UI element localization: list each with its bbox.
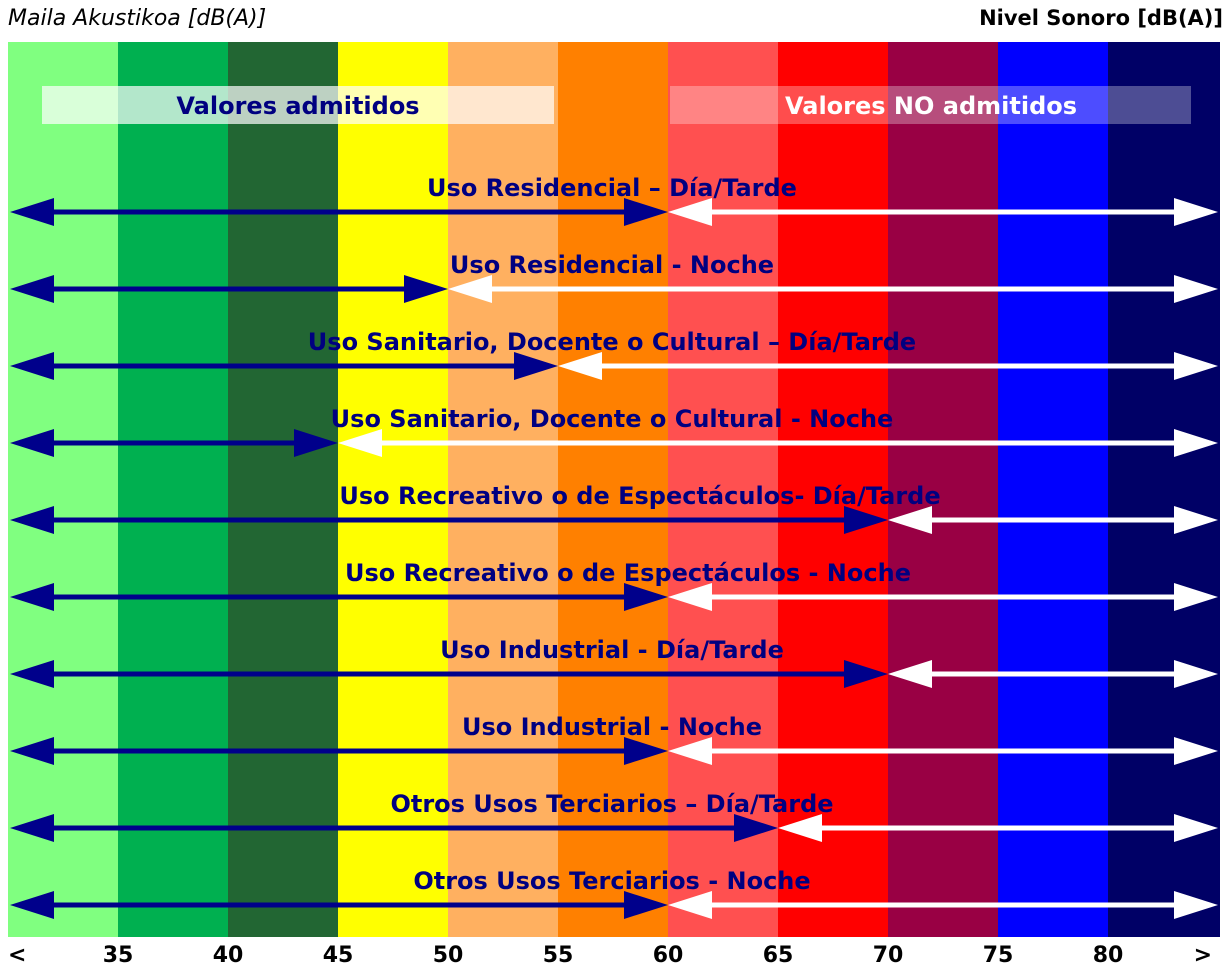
tick-label: 45	[323, 943, 354, 968]
row-label: Otros Usos Terciarios – Día/Tarde	[390, 790, 833, 818]
not-admitted-head-left	[778, 814, 822, 842]
row-8: Otros Usos Terciarios – Día/Tarde	[10, 790, 1218, 842]
admitted-head-left	[10, 583, 54, 611]
admitted-head-right	[844, 506, 888, 534]
tick-label: 35	[103, 943, 134, 968]
row-5: Uso Recreativo o de Espectáculos - Noche	[10, 559, 1218, 611]
row-label: Uso Industrial - Día/Tarde	[440, 636, 784, 664]
not-admitted-head-left	[668, 737, 712, 765]
tick-label: 75	[983, 943, 1014, 968]
row-4: Uso Recreativo o de Espectáculos- Día/Ta…	[10, 482, 1218, 534]
tick-label: <	[8, 943, 26, 968]
tick-label: 70	[873, 943, 904, 968]
tick-label: 60	[653, 943, 684, 968]
not-admitted-head-right	[1174, 198, 1218, 226]
not-admitted-head-right	[1174, 429, 1218, 457]
band-65-70	[778, 42, 888, 937]
row-label: Uso Residencial – Día/Tarde	[427, 174, 797, 202]
admitted-head-left	[10, 429, 54, 457]
tick-label: 55	[543, 943, 574, 968]
admitted-head-right	[294, 429, 338, 457]
legend-not-admitted-box	[670, 86, 1191, 124]
admitted-head-right	[624, 891, 668, 919]
not-admitted-head-left	[448, 275, 492, 303]
tick-label: 40	[213, 943, 244, 968]
legend-not-admitted-label: Valores NO admitidos	[785, 92, 1077, 120]
admitted-head-left	[10, 506, 54, 534]
tick-label: 65	[763, 943, 794, 968]
row-9: Otros Usos Terciarios - Noche	[10, 867, 1218, 919]
row-2: Uso Sanitario, Docente o Cultural – Día/…	[10, 328, 1218, 380]
row-label: Uso Industrial - Noche	[462, 713, 762, 741]
not-admitted-head-left	[668, 891, 712, 919]
row-label: Uso Residencial - Noche	[450, 251, 774, 279]
row-0: Uso Residencial – Día/Tarde	[10, 174, 1218, 226]
not-admitted-head-right	[1174, 506, 1218, 534]
admitted-head-left	[10, 660, 54, 688]
not-admitted-head-right	[1174, 737, 1218, 765]
row-7: Uso Industrial - Noche	[10, 713, 1218, 765]
band-<-35	[8, 42, 118, 937]
row-label: Uso Sanitario, Docente o Cultural - Noch…	[331, 405, 894, 433]
tick-label: 80	[1093, 943, 1124, 968]
legend-admitted-box	[42, 86, 554, 124]
band-35-40	[118, 42, 228, 937]
row-3: Uso Sanitario, Docente o Cultural - Noch…	[10, 405, 1218, 457]
not-admitted-head-left	[338, 429, 382, 457]
admitted-head-right	[514, 352, 558, 380]
not-admitted-head-left	[668, 198, 712, 226]
tick-label: >	[1194, 943, 1212, 968]
band-75-80	[998, 42, 1108, 937]
row-label: Uso Recreativo o de Espectáculos - Noche	[345, 559, 911, 587]
row-1: Uso Residencial - Noche	[10, 251, 1218, 303]
not-admitted-head-left	[668, 583, 712, 611]
not-admitted-head-left	[888, 660, 932, 688]
admitted-head-left	[10, 814, 54, 842]
band-55-60	[558, 42, 668, 937]
band-40-45	[228, 42, 338, 937]
tick-label: 50	[433, 943, 464, 968]
band-60-65	[668, 42, 778, 937]
not-admitted-head-left	[888, 506, 932, 534]
not-admitted-head-right	[1174, 352, 1218, 380]
admitted-head-right	[734, 814, 778, 842]
admitted-head-right	[624, 737, 668, 765]
right-title: Nivel Sonoro [dB(A)]	[979, 6, 1223, 30]
row-label: Uso Recreativo o de Espectáculos- Día/Ta…	[339, 482, 940, 510]
not-admitted-head-right	[1174, 275, 1218, 303]
not-admitted-head-right	[1174, 660, 1218, 688]
legend-admitted-label: Valores admitidos	[176, 92, 419, 120]
not-admitted-head-left	[558, 352, 602, 380]
row-6: Uso Industrial - Día/Tarde	[10, 636, 1218, 688]
band-80->	[1108, 42, 1220, 937]
admitted-head-left	[10, 352, 54, 380]
admitted-head-left	[10, 737, 54, 765]
not-admitted-head-right	[1174, 891, 1218, 919]
admitted-head-right	[844, 660, 888, 688]
admitted-head-right	[624, 583, 668, 611]
not-admitted-head-right	[1174, 814, 1218, 842]
not-admitted-head-right	[1174, 583, 1218, 611]
admitted-head-right	[624, 198, 668, 226]
admitted-head-left	[10, 198, 54, 226]
band-45-50	[338, 42, 448, 937]
row-label: Otros Usos Terciarios - Noche	[413, 867, 810, 895]
admitted-head-left	[10, 275, 54, 303]
admitted-head-right	[404, 275, 448, 303]
band-50-55	[448, 42, 558, 937]
band-70-75	[888, 42, 998, 937]
admitted-head-left	[10, 891, 54, 919]
left-title: Maila Akustikoa [dB(A)]	[8, 6, 267, 31]
row-label: Uso Sanitario, Docente o Cultural – Día/…	[308, 328, 916, 356]
